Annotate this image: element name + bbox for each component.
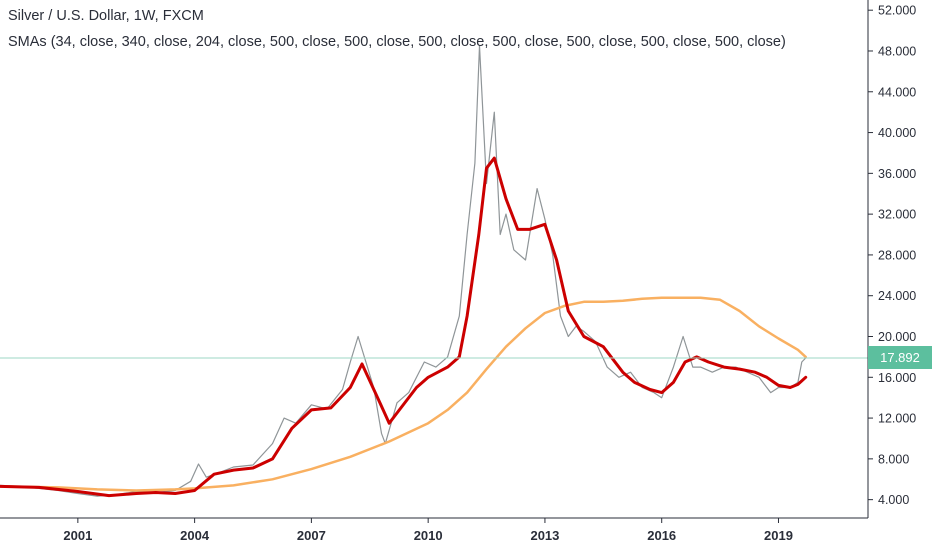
time-tick-label: 2001 (63, 528, 92, 543)
price-tick-label: 44.000 (878, 85, 916, 99)
time-tick-label: 2016 (647, 528, 676, 543)
time-tick-label: 2010 (414, 528, 443, 543)
price-tick-label: 4.000 (878, 493, 909, 507)
plot-series-layer (0, 45, 808, 498)
time-tick-label: 2019 (764, 528, 793, 543)
time-tick-label: 2013 (530, 528, 559, 543)
price-tick-label: 52.000 (878, 4, 916, 18)
time-tick-label: 2007 (297, 528, 326, 543)
series-price-line (0, 45, 807, 497)
price-tick-label: 24.000 (878, 289, 916, 303)
chart-title: Silver / U.S. Dollar, 1W, FXCM (8, 8, 204, 24)
price-tick-label: 40.000 (878, 126, 916, 140)
price-tick-label: 20.000 (878, 330, 916, 344)
price-tick-label: 8.000 (878, 452, 909, 466)
price-tick-label: 16.000 (878, 371, 916, 385)
price-axis[interactable]: 4.000 8.000 12.000 16.000 20.000 24.000 28.000… (868, 4, 916, 507)
series-sma340-line (0, 296, 807, 492)
price-tick-label: 36.000 (878, 167, 916, 181)
current-price-badge: 17.892 (868, 346, 932, 370)
time-tick-label: 2004 (180, 528, 210, 543)
indicator-legend[interactable]: SMAs (34, close, 340, close, 204, close,… (8, 34, 786, 50)
series-sma34-line (0, 156, 808, 498)
price-tick-label: 28.000 (878, 248, 916, 262)
time-axis[interactable]: 2001 2004 2007 2010 2013 2016 2019 (63, 518, 793, 543)
price-tick-label: 12.000 (878, 412, 916, 426)
price-tick-label: 48.000 (878, 44, 916, 58)
price-tick-label: 32.000 (878, 208, 916, 222)
